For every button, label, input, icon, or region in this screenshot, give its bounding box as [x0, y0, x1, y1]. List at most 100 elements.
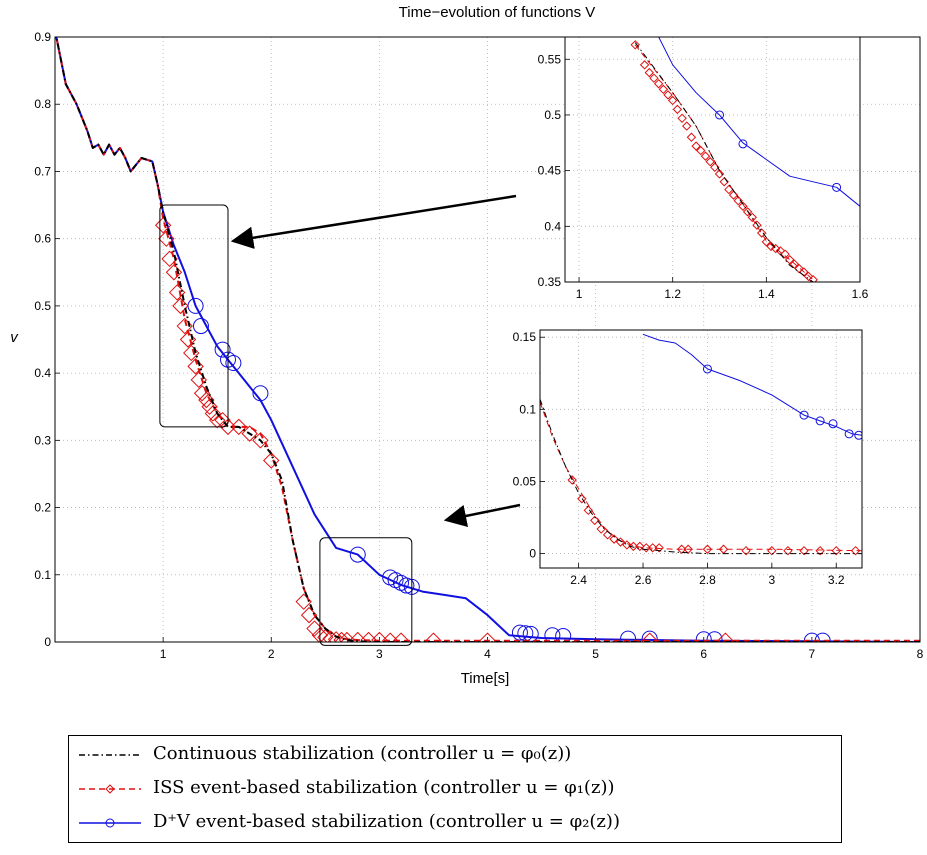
y-tick-label: 0.5 [34, 299, 51, 313]
series-iss-marker [663, 90, 673, 100]
series-dpv-marker [715, 110, 725, 120]
plot-frame [564, 36, 861, 283]
plot-frame [539, 329, 863, 569]
series-iss-marker [831, 545, 841, 556]
legend-label-continuous: Continuous stabilization (controller u =… [153, 743, 572, 764]
inset-callouts [230, 194, 521, 528]
series-iss-marker [850, 545, 861, 556]
chart-title: Time−evolution of functions V [399, 4, 596, 21]
x-tick-label: 2.6 [635, 573, 652, 587]
series-iss-marker [609, 534, 619, 544]
series-dpv-marker [641, 630, 658, 642]
series-dpv-marker [252, 385, 269, 402]
series-iss-marker [158, 230, 175, 247]
series-iss-marker [799, 267, 809, 277]
series-iss-marker [677, 113, 687, 124]
series-iss-marker [338, 631, 356, 642]
series-continuous-line [55, 37, 920, 642]
series-iss-marker [641, 632, 658, 642]
series-iss-marker [295, 593, 312, 610]
x-tick-label: 2.8 [699, 573, 716, 587]
series-iss-marker [577, 494, 587, 504]
series-iss-marker [728, 190, 739, 200]
legend-marker [105, 784, 115, 794]
series-dpv-marker [225, 355, 242, 372]
series-iss-marker [371, 631, 388, 642]
series-dpv-marker [522, 625, 539, 642]
y-tick-label: 0 [529, 547, 536, 561]
series-iss-marker [187, 358, 204, 375]
series-iss-marker [583, 505, 594, 516]
series-iss-marker [230, 418, 248, 436]
series-iss-marker [771, 243, 781, 254]
series-dpv-marker [192, 318, 209, 335]
legend-label-dpv: D⁺V event-based stabilization (controlle… [153, 811, 620, 832]
x-tick-label: 3.2 [828, 573, 845, 587]
y-tick-label: 0.9 [34, 30, 51, 44]
callout-arrow-upper [230, 194, 517, 249]
series-iss-marker [733, 195, 743, 206]
series-iss-marker [676, 544, 687, 554]
series-dpv-marker [695, 631, 712, 642]
y-tick-label: 0.3 [34, 433, 51, 447]
legend-symbol-iss [79, 784, 141, 794]
x-tick-label: 2 [268, 647, 275, 661]
series-iss-marker [241, 425, 258, 442]
series-iss-marker [738, 201, 748, 211]
series-iss-marker [479, 632, 496, 642]
series-iss-marker [639, 60, 650, 70]
series-dpv-marker [706, 631, 723, 642]
inset-plot-lower: 2.4 2.6 2.8 3 3.2 0 0.05 0.1 0.15 [513, 329, 863, 587]
y-tick-label: 0.1 [519, 402, 536, 416]
x-tick-label: 1.2 [664, 287, 681, 301]
x-tick-label: 3 [376, 647, 383, 661]
series-iss-marker [780, 249, 790, 259]
y-tick-label: 0.4 [34, 366, 51, 380]
series-dpv-marker [214, 341, 231, 358]
series-dpv-marker [398, 577, 415, 594]
series-iss-marker [425, 632, 442, 642]
series-iss-marker [785, 255, 795, 265]
series-iss-marker [767, 545, 777, 556]
series-iss-marker [630, 40, 640, 50]
legend-entry-continuous: Continuous stabilization (controller u =… [69, 740, 841, 770]
series-dpv-marker [738, 139, 748, 149]
y-axis-label: v [10, 329, 19, 346]
series-iss-marker [590, 515, 600, 526]
series-dpv-marker [511, 624, 528, 641]
zoom-region-upper [159, 204, 229, 428]
legend-entry-iss: ISS event-based stabilization (controlle… [69, 774, 841, 804]
zoom-region-lower [319, 537, 413, 646]
y-tick-label: 0.7 [34, 164, 51, 178]
series-iss-marker [794, 263, 804, 274]
series-iss-marker [752, 220, 762, 230]
series-iss-marker [683, 544, 693, 554]
legend-marker [105, 818, 115, 828]
series-dpv-marker [828, 419, 838, 429]
series-iss-marker [667, 95, 678, 106]
chart-legend: Continuous stabilization (controller u =… [68, 735, 842, 843]
inset-plot-upper: 1 1.2 1.4 1.6 0.35 0.4 0.45 0.5 0.55 [538, 36, 869, 301]
y-tick-label: 0.1 [34, 568, 51, 582]
series-iss-marker [691, 141, 701, 151]
series-iss-marker [201, 398, 218, 415]
series-iss-marker [647, 543, 658, 553]
series-iss-marker [349, 631, 366, 642]
series-dpv-marker [544, 627, 561, 642]
x-tick-label: 6 [700, 647, 707, 661]
series-dpv-line [642, 333, 862, 436]
plot-series-area [540, 333, 862, 556]
series-iss-marker [208, 411, 226, 429]
series-iss-marker [644, 67, 654, 78]
x-tick-label: 5 [592, 647, 599, 661]
series-iss-marker [360, 631, 377, 642]
series-iss-marker [700, 151, 711, 161]
x-tick-label: 2.4 [570, 573, 587, 587]
x-tick-label: 4 [484, 647, 491, 661]
series-iss-marker [204, 405, 222, 422]
series-iss-marker [747, 212, 758, 223]
series-dpv-marker [854, 430, 862, 440]
series-iss-marker [682, 121, 692, 131]
series-iss-marker [808, 275, 818, 282]
series-iss-marker [789, 259, 800, 269]
